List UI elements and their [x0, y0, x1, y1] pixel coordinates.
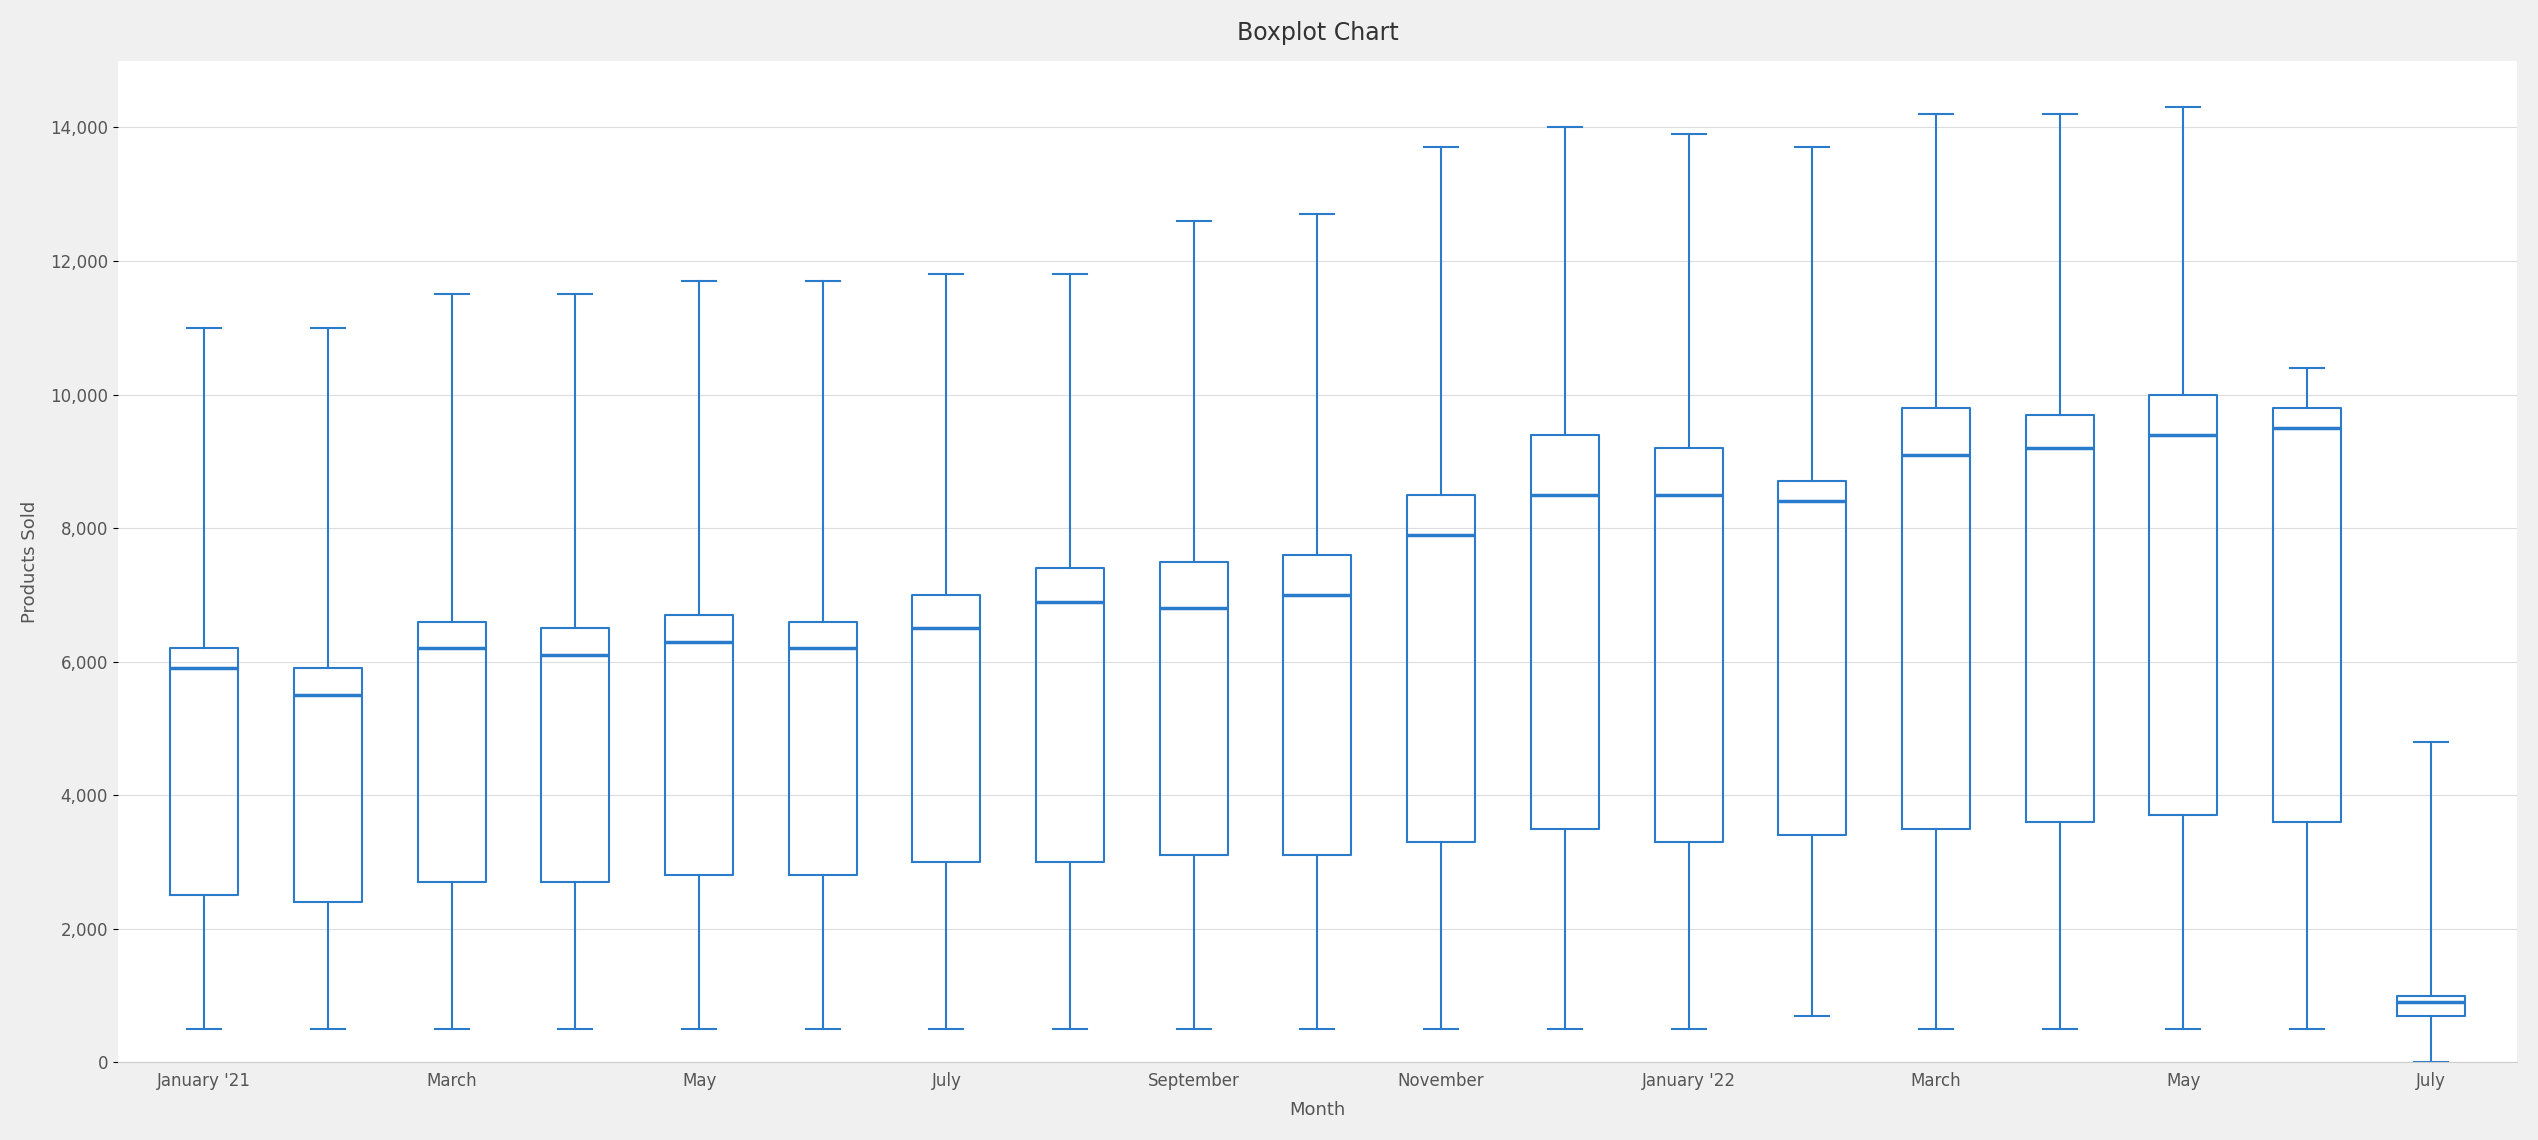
Title: Boxplot Chart: Boxplot Chart [1236, 21, 1398, 44]
X-axis label: Month: Month [1289, 1101, 1345, 1119]
Y-axis label: Products Sold: Products Sold [20, 500, 38, 622]
